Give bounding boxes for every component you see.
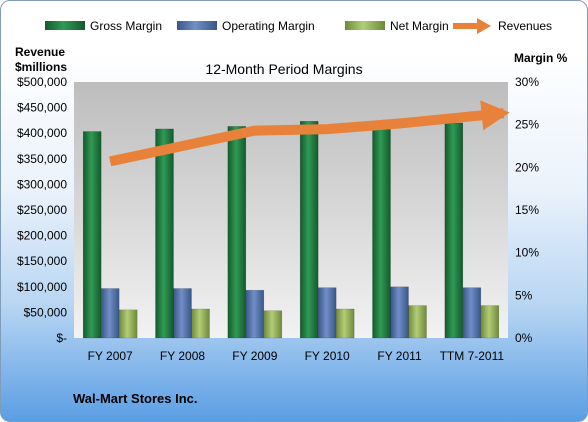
legend-label-operating-margin: Operating Margin [222,19,315,33]
revenue-point [326,128,328,130]
revenue-point [182,145,183,147]
left-axis-title-line2: $millions [15,60,67,74]
bar-gross-margin [82,131,102,339]
bar-gross-margin [155,128,174,339]
category-label: FY 2007 [88,349,133,363]
revenue-arrowhead [480,100,510,131]
left-tick-label: $200,000 [17,229,67,243]
left-tick-label: $100,000 [17,280,67,294]
bar-gross-margin [299,121,319,339]
bars [82,121,500,339]
right-tick-label: 15% [515,203,539,217]
left-tick-label: $50,000 [24,305,68,319]
left-tick-label: $250,000 [17,203,67,217]
legend-swatch-net-margin [345,21,385,30]
revenue-point [254,130,256,132]
bar-net-margin [118,309,138,339]
chart-title: 12-Month Period Margins [205,61,362,77]
right-axis-ticks: 0% 5% 10% 15% 20% 25% 30% [515,75,539,345]
bar-net-margin [480,305,500,339]
left-axis-title-line1: Revenue [15,45,65,59]
revenue-point [471,115,473,117]
category-label: FY 2010 [305,349,350,363]
legend-label-net-margin: Net Margin [390,19,449,33]
bar-gross-margin [372,121,391,339]
left-tick-label: $300,000 [17,177,67,191]
left-tick-label: $500,000 [17,75,67,89]
category-label: FY 2009 [232,349,277,363]
right-tick-label: 30% [515,75,539,89]
right-tick-label: 5% [515,288,533,302]
legend: Gross Margin Operating Margin Net Margin Re… [45,18,552,34]
bar-gross-margin [444,122,464,339]
revenue-series [109,100,510,167]
right-axis-title: Margin % [514,51,568,65]
legend-swatch-gross-margin [45,21,85,30]
bar-net-margin [335,308,355,339]
bar-operating-margin [245,289,265,339]
bar-operating-margin [100,288,120,339]
bar-net-margin [191,308,210,339]
bar-operating-margin [173,288,192,339]
category-label: FY 2008 [160,349,205,363]
category-label: TTM 7-2011 [440,349,505,363]
right-tick-label: 10% [515,246,539,260]
bar-operating-margin [462,287,482,339]
right-tick-label: 0% [515,331,533,345]
legend-swatch-arrow [477,18,491,34]
bar-net-margin [263,310,283,339]
legend-swatch-operating-margin [177,21,217,30]
bar-gross-margin [227,126,247,339]
left-axis-ticks: $- $50,000 $100,000 $150,000 $200,000 $250,00… [17,75,67,345]
left-tick-label: $- [56,331,67,345]
bar-operating-margin [317,287,337,339]
right-tick-label: 25% [515,118,539,132]
revenue-point [109,160,111,162]
legend-label-gross-margin: Gross Margin [90,19,162,33]
revenue-point [399,122,400,124]
bar-operating-margin [390,286,409,339]
legend-label-revenues: Revenues [498,19,552,33]
x-axis-labels: FY 2007 FY 2008 FY 2009 FY 2010 FY 2011 TTM 7… [88,349,505,363]
category-label: FY 2011 [377,349,422,363]
left-tick-label: $150,000 [17,254,67,268]
left-tick-label: $400,000 [17,126,67,140]
company-name: Wal-Mart Stores Inc. [73,391,197,406]
left-tick-label: $450,000 [17,101,67,115]
right-tick-label: 20% [515,160,539,174]
bar-net-margin [408,305,427,339]
left-tick-label: $350,000 [17,152,67,166]
